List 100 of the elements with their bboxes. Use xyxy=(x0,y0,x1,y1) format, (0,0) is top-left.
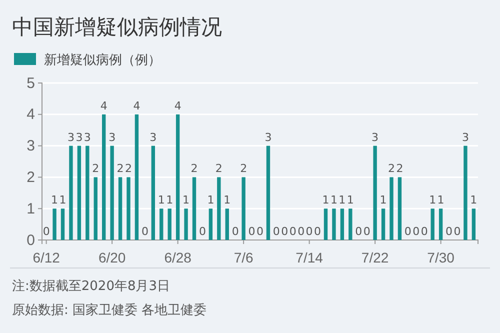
data-label: 1 xyxy=(322,194,330,207)
x-tick-label: 7/30 xyxy=(427,249,455,266)
data-label: 1 xyxy=(330,194,338,207)
data-label: 4 xyxy=(133,99,140,112)
data-label: 1 xyxy=(166,194,174,207)
text: 注:数据截至2020年8月3日 xyxy=(12,279,170,294)
data-label: 0 xyxy=(314,225,322,238)
data-label: 0 xyxy=(256,225,264,238)
x-tick-label: 6/20 xyxy=(98,249,126,266)
bar xyxy=(94,177,98,240)
x-tick-label: 6/12 xyxy=(32,249,60,266)
bar xyxy=(438,208,443,240)
data-label: 1 xyxy=(338,194,346,207)
data-label: 3 xyxy=(76,130,83,144)
data-label: 2 xyxy=(396,162,404,176)
bar xyxy=(398,177,402,240)
data-label: 1 xyxy=(59,194,66,207)
data-label: 3 xyxy=(462,130,469,144)
bar xyxy=(192,177,196,240)
y-tick-label: 1 xyxy=(26,200,35,218)
y-tick-label: 3 xyxy=(26,138,35,155)
data-label: 1 xyxy=(224,194,231,207)
bar xyxy=(225,208,229,240)
data-label: 0 xyxy=(42,225,50,238)
data-label: 1 xyxy=(380,194,387,207)
data-label: 0 xyxy=(289,225,296,238)
data-label: 1 xyxy=(51,194,58,207)
x-tick-label: 7/14 xyxy=(296,249,324,266)
data-label: 3 xyxy=(150,130,157,144)
data-label: 0 xyxy=(272,225,280,238)
data-label: 0 xyxy=(420,225,428,238)
data-label: 0 xyxy=(355,225,362,238)
bar xyxy=(60,208,65,240)
bar xyxy=(332,208,336,240)
data-label: 0 xyxy=(404,225,412,238)
bar xyxy=(266,146,270,240)
data-label: 2 xyxy=(240,162,248,176)
bar xyxy=(52,208,56,240)
data-label: 0 xyxy=(141,225,148,238)
data-label: 0 xyxy=(446,225,453,238)
data-label: 2 xyxy=(215,162,222,176)
bar xyxy=(160,208,164,240)
bar xyxy=(77,146,82,240)
x-tick-label: 7/6 xyxy=(234,249,254,266)
data-label: 2 xyxy=(388,162,395,176)
data-label: 3 xyxy=(264,130,272,144)
bar xyxy=(390,177,394,240)
y-tick-label: 4 xyxy=(26,106,35,124)
bar xyxy=(176,114,180,240)
data-label: 3 xyxy=(84,130,91,144)
bar xyxy=(126,177,130,240)
bar xyxy=(464,146,468,240)
bar xyxy=(102,114,106,240)
bar xyxy=(184,208,188,240)
data-label: 1 xyxy=(429,194,436,207)
data-label: 2 xyxy=(190,162,198,176)
bar xyxy=(134,114,139,240)
data-label: 2 xyxy=(92,162,100,176)
bar xyxy=(340,208,344,240)
data-label: 3 xyxy=(67,130,74,144)
bar xyxy=(381,208,386,240)
data-label: 0 xyxy=(363,225,370,238)
data-label: 1 xyxy=(346,194,354,207)
data-label: 4 xyxy=(100,99,108,112)
data-label: 1 xyxy=(207,194,214,207)
bar xyxy=(242,177,246,240)
bar xyxy=(217,177,221,240)
data-label: 0 xyxy=(198,225,206,238)
data-label: 3 xyxy=(372,130,379,144)
bar xyxy=(208,208,213,240)
bar xyxy=(430,208,434,240)
bar xyxy=(86,146,90,240)
y-tick-label: 0 xyxy=(26,232,35,249)
legend-label: 新增疑似病例（例） xyxy=(44,53,161,68)
data-label: 0 xyxy=(298,225,305,238)
data-label: 0 xyxy=(232,225,239,238)
bar xyxy=(110,146,114,240)
data-label: 1 xyxy=(158,194,165,207)
data-label: 2 xyxy=(125,162,132,176)
data-label: 3 xyxy=(108,130,116,144)
y-tick-label: 5 xyxy=(26,74,35,92)
y-tick-label: 2 xyxy=(26,169,35,186)
bar xyxy=(118,177,122,240)
bar xyxy=(472,208,476,240)
bar xyxy=(168,208,172,240)
data-label: 0 xyxy=(454,225,461,238)
data-label: 0 xyxy=(248,225,256,238)
x-tick-label: 7/22 xyxy=(361,249,389,266)
data-label: 0 xyxy=(281,225,288,238)
bar xyxy=(373,146,377,240)
bar xyxy=(348,208,352,240)
x-tick-label: 6/28 xyxy=(164,249,192,266)
data-label: 1 xyxy=(182,194,190,207)
data-label: 2 xyxy=(116,162,124,176)
bar xyxy=(324,208,328,240)
data-label: 0 xyxy=(306,225,313,238)
data-label: 1 xyxy=(437,194,444,207)
data-label: 4 xyxy=(174,99,182,112)
bar xyxy=(69,146,73,240)
data-label: 0 xyxy=(412,225,420,238)
